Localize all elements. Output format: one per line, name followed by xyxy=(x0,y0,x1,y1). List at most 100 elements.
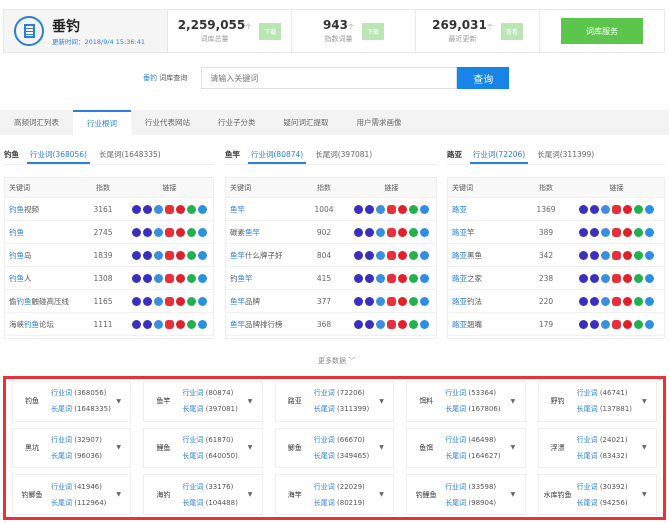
baidu-mobile-icon[interactable] xyxy=(154,227,163,237)
search-button[interactable]: 查询 xyxy=(457,67,510,89)
zhihu-icon[interactable] xyxy=(420,227,429,237)
baidu-icon[interactable] xyxy=(132,319,141,329)
keyword-link[interactable]: 鱼竿 xyxy=(226,204,301,215)
baidu-zhidao-icon[interactable] xyxy=(143,204,152,214)
longtail-link[interactable]: 长尾词 (80219) xyxy=(313,498,365,507)
keyword-link[interactable]: 鱼竿品牌排行榜 xyxy=(226,319,301,330)
keyword-link[interactable]: 鱼竿什么牌子好 xyxy=(226,250,301,261)
dropdown-arrow-icon[interactable]: ▼ xyxy=(379,444,384,452)
industry-link[interactable]: 行业词 (368056) xyxy=(51,389,107,398)
longtail-link[interactable]: 长尾词 (1648335) xyxy=(51,405,111,414)
zhihu-icon[interactable] xyxy=(198,296,207,306)
baidu-mobile-icon[interactable] xyxy=(154,250,163,260)
baidu-icon[interactable] xyxy=(579,296,588,306)
zhihu-icon[interactable] xyxy=(420,296,429,306)
more-data-link[interactable]: 更多数据 ﹀ xyxy=(318,357,356,365)
baidu-mobile-icon[interactable] xyxy=(601,227,610,237)
baidu-mobile-icon[interactable] xyxy=(376,204,385,214)
baidu-icon[interactable] xyxy=(354,296,363,306)
360-icon[interactable] xyxy=(387,296,396,306)
baidu-mobile-icon[interactable] xyxy=(601,204,610,214)
zhihu-icon[interactable] xyxy=(198,204,207,214)
weibo-icon[interactable] xyxy=(398,273,407,283)
baidu-icon[interactable] xyxy=(132,273,141,283)
baidu-mobile-icon[interactable] xyxy=(154,273,163,283)
dropdown-arrow-icon[interactable]: ▼ xyxy=(116,397,122,405)
weibo-icon[interactable] xyxy=(398,296,407,306)
360-icon[interactable] xyxy=(387,204,396,214)
longtail-link[interactable]: 长尾词 (96036) xyxy=(51,451,102,460)
keyword-link[interactable]: 钓鱼人 xyxy=(5,273,80,284)
wechat-icon[interactable] xyxy=(409,227,418,237)
tab-longtail-words[interactable]: 长尾词(311399) xyxy=(537,150,595,159)
keyword-link[interactable]: 路亚 xyxy=(448,204,523,215)
zhihu-icon[interactable] xyxy=(198,319,207,329)
baidu-icon[interactable] xyxy=(354,319,363,329)
360-icon[interactable] xyxy=(612,204,621,214)
dropdown-arrow-icon[interactable]: ▼ xyxy=(247,491,253,499)
wechat-icon[interactable] xyxy=(187,227,196,237)
baidu-mobile-icon[interactable] xyxy=(376,227,385,237)
dropdown-arrow-icon[interactable]: ▼ xyxy=(510,444,516,452)
keyword-link[interactable]: 碳素鱼竿 xyxy=(226,227,301,238)
weibo-icon[interactable] xyxy=(398,250,407,260)
industry-link[interactable]: 行业词 (46741) xyxy=(576,389,628,398)
baidu-icon[interactable] xyxy=(354,204,363,214)
baidu-mobile-icon[interactable] xyxy=(601,273,610,283)
dropdown-arrow-icon[interactable]: ▼ xyxy=(642,397,647,405)
baidu-mobile-icon[interactable] xyxy=(154,204,163,214)
stat-action-button[interactable]: 下载 xyxy=(362,22,385,40)
keyword-link[interactable]: 路亚钓法 xyxy=(448,296,523,307)
keyword-link[interactable]: 偷钓鱼触碰高压线 xyxy=(5,296,80,307)
industry-link[interactable]: 行业词 (66670) xyxy=(313,435,365,444)
wechat-icon[interactable] xyxy=(409,319,418,329)
baidu-mobile-icon[interactable] xyxy=(376,250,385,260)
360-icon[interactable] xyxy=(612,273,621,283)
weibo-icon[interactable] xyxy=(398,204,407,214)
baidu-icon[interactable] xyxy=(579,250,588,260)
baidu-zhidao-icon[interactable] xyxy=(590,273,599,283)
keyword-link[interactable]: 钓鱼竿 xyxy=(226,273,301,284)
tab-2[interactable]: 行业代表网站 xyxy=(145,118,190,127)
360-icon[interactable] xyxy=(612,250,621,260)
baidu-icon[interactable] xyxy=(132,296,141,306)
wechat-icon[interactable] xyxy=(409,204,418,214)
longtail-link[interactable]: 长尾词 (137881) xyxy=(576,405,633,414)
baidu-icon[interactable] xyxy=(354,273,363,283)
baidu-mobile-icon[interactable] xyxy=(601,250,610,260)
keyword-link[interactable]: 鱼竿品牌 xyxy=(226,296,301,307)
360-icon[interactable] xyxy=(387,227,396,237)
weibo-icon[interactable] xyxy=(176,227,185,237)
baidu-icon[interactable] xyxy=(354,227,363,237)
weibo-icon[interactable] xyxy=(398,319,407,329)
baidu-zhidao-icon[interactable] xyxy=(143,250,152,260)
tab-industry-words[interactable]: 行业词(72206) xyxy=(470,149,529,164)
wechat-icon[interactable] xyxy=(187,273,196,283)
dropdown-arrow-icon[interactable]: ▼ xyxy=(510,397,516,405)
360-icon[interactable] xyxy=(387,319,396,329)
zhihu-icon[interactable] xyxy=(645,204,654,214)
wechat-icon[interactable] xyxy=(409,296,418,306)
wechat-icon[interactable] xyxy=(634,227,643,237)
dropdown-arrow-icon[interactable]: ▼ xyxy=(642,491,647,499)
longtail-link[interactable]: 长尾词 (104488) xyxy=(182,498,238,507)
baidu-zhidao-icon[interactable] xyxy=(143,319,152,329)
zhihu-icon[interactable] xyxy=(198,227,207,237)
baidu-icon[interactable] xyxy=(132,204,141,214)
longtail-link[interactable]: 长尾词 (83432) xyxy=(576,451,628,460)
wechat-icon[interactable] xyxy=(409,273,418,283)
industry-link[interactable]: 行业词 (33176) xyxy=(182,482,234,491)
stat-action-button[interactable]: 下载 xyxy=(259,22,282,40)
industry-link[interactable]: 行业词 (46498) xyxy=(445,435,497,444)
industry-link[interactable]: 行业词 (72206) xyxy=(313,389,365,398)
keyword-link[interactable]: 钓鱼 xyxy=(5,227,80,238)
360-icon[interactable] xyxy=(387,250,396,260)
baidu-zhidao-icon[interactable] xyxy=(143,227,152,237)
zhihu-icon[interactable] xyxy=(420,204,429,214)
dropdown-arrow-icon[interactable]: ▼ xyxy=(247,397,253,405)
baidu-mobile-icon[interactable] xyxy=(154,296,163,306)
baidu-mobile-icon[interactable] xyxy=(376,273,385,283)
wechat-icon[interactable] xyxy=(187,319,196,329)
industry-link[interactable]: 行业词 (53364) xyxy=(445,389,497,398)
dropdown-arrow-icon[interactable]: ▼ xyxy=(510,491,516,499)
